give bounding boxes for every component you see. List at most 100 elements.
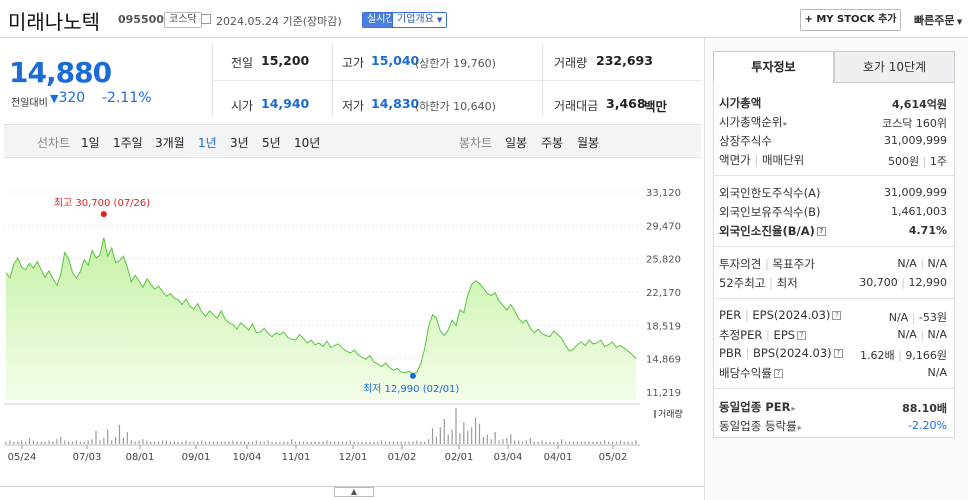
- foreign-hold-value: 1,461,003: [891, 205, 947, 218]
- high-marker: [100, 211, 107, 218]
- volume-bar: [118, 424, 121, 444]
- volume-bar: [408, 441, 410, 444]
- volume-bar: [189, 441, 191, 444]
- pbr-number: 1.62배: [860, 349, 895, 362]
- volume-bar: [373, 441, 375, 444]
- volume-bar: [150, 441, 152, 444]
- open-value: 14,940: [261, 96, 310, 111]
- sector-rate-label[interactable]: 동일업종 등락률▸: [719, 418, 802, 434]
- candle-monthly[interactable]: 월봉: [577, 136, 600, 150]
- change-label: 전일대비: [11, 98, 48, 109]
- volume-bar: [158, 441, 160, 444]
- volume-bar: [416, 440, 418, 444]
- period-3y[interactable]: 3년: [230, 136, 249, 150]
- est-eps-text: EPS: [773, 328, 796, 342]
- volume-bar: [240, 441, 242, 444]
- low-annotation: 최저 12,990 (02/01): [363, 383, 459, 395]
- volume-bar: [510, 434, 512, 444]
- volume-bar: [161, 440, 164, 444]
- chevron-right-icon: ▸: [791, 404, 796, 413]
- calendar-icon: [201, 14, 211, 24]
- volume-bar: [338, 441, 340, 444]
- market-cap-label: 시가총액: [719, 96, 762, 110]
- add-mystock-button[interactable]: + MY STOCK 추가: [800, 9, 901, 31]
- volume-bar: [64, 440, 66, 444]
- volume-bar: [204, 441, 207, 444]
- period-3m[interactable]: 3개월: [155, 136, 185, 150]
- volume-bar: [32, 440, 34, 444]
- prev-label: 전일: [231, 56, 254, 70]
- volume-bar: [341, 441, 344, 444]
- collapse-chart-button[interactable]: ▲: [334, 487, 374, 497]
- sector-per-label[interactable]: 동일업종 PER▸: [719, 399, 795, 415]
- volume-bar: [169, 441, 171, 444]
- help-icon[interactable]: ?: [816, 227, 826, 236]
- volume-bar: [318, 441, 320, 444]
- x-tick-label: 09/01: [182, 452, 211, 463]
- volume-bar: [314, 441, 316, 444]
- period-1d[interactable]: 1일: [81, 136, 100, 150]
- volume-bar: [518, 440, 520, 444]
- period-1w[interactable]: 1주일: [113, 136, 143, 150]
- stock-header: 미래나노텍 095500 코스닥 2024.05.24 기준(장마감) 실시간 …: [0, 0, 968, 38]
- volume-bar: [420, 441, 422, 444]
- period-5y[interactable]: 5년: [262, 136, 281, 150]
- volume-bar: [451, 429, 453, 444]
- market-cap-rank-label[interactable]: 시가총액순위▸: [719, 114, 788, 130]
- volume-bar: [428, 439, 430, 444]
- w52-high-number: 30,700: [859, 276, 898, 289]
- tab-invest-info[interactable]: 투자정보: [713, 51, 834, 83]
- volume-bar: [79, 441, 81, 444]
- open-label: 시가: [231, 99, 254, 113]
- volume-bar: [521, 441, 524, 444]
- volume-bar: [95, 430, 97, 444]
- volume-bar: [259, 441, 261, 444]
- period-1y[interactable]: 1년: [198, 136, 217, 150]
- volume-legend-icon: [654, 410, 656, 418]
- help-icon[interactable]: ?: [773, 369, 783, 378]
- high-annotation: 최고 30,700 (07/26): [54, 197, 150, 209]
- bps-text: BPS(2024.03): [753, 346, 832, 360]
- x-tick-label: 12/01: [339, 452, 368, 463]
- eps-text: EPS(2024.03): [752, 308, 831, 322]
- quick-order-link[interactable]: 빠른주문 ▼: [914, 12, 962, 28]
- per-text: PER: [719, 308, 742, 322]
- market-cap-value: 4,614억원: [891, 98, 947, 111]
- volume-bar: [326, 440, 328, 444]
- volume-bar: [83, 441, 85, 444]
- volume-bar: [134, 441, 136, 444]
- company-info-dropdown[interactable]: 기업개요 ▼: [392, 12, 448, 28]
- down-triangle-icon: ▼: [50, 92, 59, 105]
- period-10y[interactable]: 10년: [294, 136, 321, 150]
- high-label: 고가: [342, 56, 365, 70]
- volume-bar: [248, 441, 250, 444]
- candle-weekly[interactable]: 주봉: [541, 136, 564, 150]
- bps-number: 9,166원: [905, 349, 947, 362]
- foreign-ratio-label[interactable]: 외국인소진율(B/A)?: [719, 223, 826, 239]
- volume-bar: [154, 441, 156, 444]
- help-icon[interactable]: ?: [797, 331, 807, 340]
- tab-order-book[interactable]: 호가 10단계: [834, 51, 955, 83]
- w52-low-text: 최저: [776, 276, 798, 290]
- candle-daily[interactable]: 일봉: [505, 136, 528, 150]
- pbr-label[interactable]: PBR | BPS(2024.03)?: [719, 346, 843, 360]
- sector-per-text: 동일업종 PER: [719, 400, 791, 414]
- help-icon[interactable]: ?: [833, 349, 843, 358]
- amount-value: 3,468: [606, 96, 646, 111]
- volume-bar: [529, 438, 531, 444]
- help-icon[interactable]: ?: [832, 311, 842, 320]
- volume-bar: [228, 441, 230, 444]
- volume-bar: [631, 441, 633, 444]
- div-label[interactable]: 배당수익률?: [719, 365, 783, 381]
- volume-bar: [541, 440, 543, 444]
- volume-bar: [236, 441, 238, 444]
- volume-bar: [533, 441, 535, 444]
- per-label[interactable]: PER | EPS(2024.03)?: [719, 308, 842, 322]
- change-percent: -2.11%: [102, 90, 152, 106]
- per-value: N/A | -53원: [888, 311, 947, 324]
- est-per-label[interactable]: 추정PER | EPS?: [719, 327, 807, 343]
- y-tick-label: 29,470: [646, 221, 681, 232]
- market-cap-rank-value: 코스닥 160위: [882, 117, 947, 130]
- trade-unit-number: 1주: [929, 155, 947, 168]
- volume-bar: [525, 440, 528, 444]
